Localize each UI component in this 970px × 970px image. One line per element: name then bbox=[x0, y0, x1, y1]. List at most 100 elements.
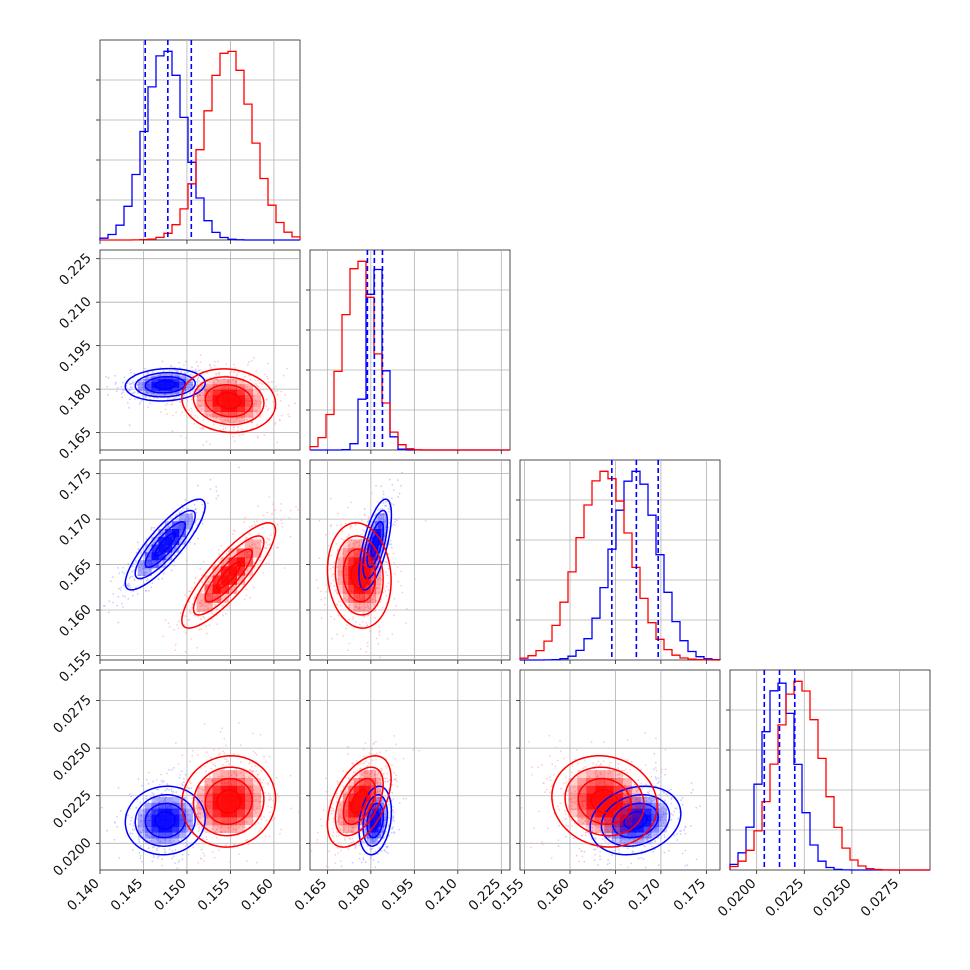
scatter-point bbox=[559, 739, 561, 742]
scatter-point bbox=[215, 608, 218, 610]
scatter-point bbox=[209, 386, 212, 389]
scatter-point bbox=[232, 428, 235, 431]
scatter-point bbox=[197, 365, 200, 368]
scatter-point bbox=[376, 789, 379, 791]
scatter-point bbox=[655, 769, 658, 772]
scatter-point bbox=[186, 596, 189, 598]
scatter-point bbox=[248, 525, 251, 528]
panel-2-2 bbox=[519, 459, 721, 661]
scatter-point bbox=[578, 860, 581, 863]
scatter-point bbox=[564, 813, 567, 816]
scatter-point bbox=[330, 524, 333, 526]
scatter-point bbox=[115, 390, 118, 392]
scatter-point bbox=[378, 587, 380, 589]
scatter-point bbox=[171, 857, 174, 860]
scatter-point bbox=[255, 400, 258, 403]
scatter-point bbox=[210, 612, 213, 614]
scatter-point bbox=[341, 530, 344, 533]
scatter-point bbox=[166, 398, 169, 400]
scatter-point bbox=[199, 605, 202, 608]
scatter-point bbox=[189, 612, 192, 614]
scatter-point bbox=[378, 626, 381, 629]
scatter-point bbox=[209, 381, 212, 384]
scatter-point bbox=[332, 566, 334, 568]
scatter-point bbox=[618, 848, 620, 851]
scatter-point bbox=[268, 381, 270, 383]
scatter-point bbox=[239, 379, 242, 382]
scatter-point bbox=[213, 603, 216, 606]
scatter-point bbox=[184, 377, 187, 379]
scatter-point bbox=[246, 383, 249, 385]
scatter-point bbox=[266, 375, 268, 378]
scatter-point bbox=[156, 857, 159, 859]
scatter-point bbox=[398, 828, 400, 831]
scatter-point bbox=[594, 853, 596, 856]
scatter-point bbox=[149, 836, 151, 838]
scatter-point bbox=[140, 814, 143, 817]
scatter-point bbox=[394, 757, 396, 760]
scatter-point bbox=[143, 571, 146, 574]
scatter-point bbox=[201, 599, 204, 601]
scatter-point bbox=[136, 798, 139, 800]
scatter-point bbox=[245, 588, 248, 591]
scatter-point bbox=[228, 607, 231, 609]
scatter-point bbox=[387, 553, 390, 555]
scatter-point bbox=[332, 807, 335, 810]
scatter-point bbox=[557, 805, 559, 808]
scatter-point bbox=[386, 781, 389, 783]
scatter-point bbox=[245, 772, 248, 774]
scatter-point bbox=[191, 520, 194, 522]
scatter-point bbox=[584, 834, 587, 837]
scatter-point bbox=[254, 399, 257, 401]
scatter-point bbox=[375, 637, 378, 640]
scatter-point bbox=[166, 413, 168, 415]
scatter-point bbox=[387, 507, 390, 510]
scatter-point bbox=[664, 748, 667, 751]
scatter-point bbox=[158, 796, 161, 799]
scatter-point bbox=[224, 601, 227, 603]
scatter-point bbox=[156, 849, 158, 852]
scatter-point bbox=[140, 860, 143, 863]
scatter-point bbox=[367, 605, 369, 608]
scatter-point bbox=[148, 837, 151, 840]
scatter-point bbox=[221, 775, 224, 777]
scatter-point bbox=[393, 772, 395, 774]
scatter-point bbox=[276, 393, 279, 396]
scatter-point bbox=[642, 858, 645, 860]
scatter-point bbox=[129, 576, 132, 578]
scatter-point bbox=[202, 794, 205, 797]
scatter-point bbox=[384, 816, 386, 819]
scatter-point bbox=[267, 362, 269, 365]
scatter-point bbox=[132, 382, 134, 384]
scatter-point bbox=[642, 844, 645, 847]
scatter-point bbox=[345, 776, 347, 779]
scatter-point bbox=[179, 798, 182, 801]
scatter-point bbox=[670, 818, 673, 821]
scatter-point bbox=[279, 832, 281, 835]
scatter-point bbox=[142, 798, 145, 800]
scatter-point bbox=[191, 797, 194, 800]
scatter-point bbox=[365, 651, 368, 653]
scatter-point bbox=[184, 594, 186, 596]
scatter-point bbox=[528, 741, 530, 743]
scatter-point bbox=[652, 850, 654, 853]
scatter-point bbox=[188, 820, 191, 823]
scatter-point bbox=[173, 800, 176, 803]
scatter-point bbox=[256, 773, 259, 776]
scatter-point bbox=[143, 574, 146, 576]
scatter-point bbox=[424, 519, 427, 522]
scatter-point bbox=[189, 590, 192, 593]
scatter-point bbox=[602, 760, 605, 762]
scatter-point bbox=[189, 824, 192, 827]
scatter-point bbox=[382, 497, 384, 500]
scatter-point bbox=[347, 545, 349, 547]
scatter-point bbox=[381, 831, 384, 833]
scatter-point bbox=[391, 828, 394, 830]
scatter-point bbox=[124, 595, 127, 598]
scatter-point bbox=[233, 421, 235, 424]
scatter-point bbox=[254, 402, 256, 405]
scatter-point bbox=[396, 785, 399, 788]
scatter-point bbox=[337, 570, 340, 573]
scatter-point bbox=[557, 839, 560, 842]
scatter-point bbox=[346, 550, 349, 553]
